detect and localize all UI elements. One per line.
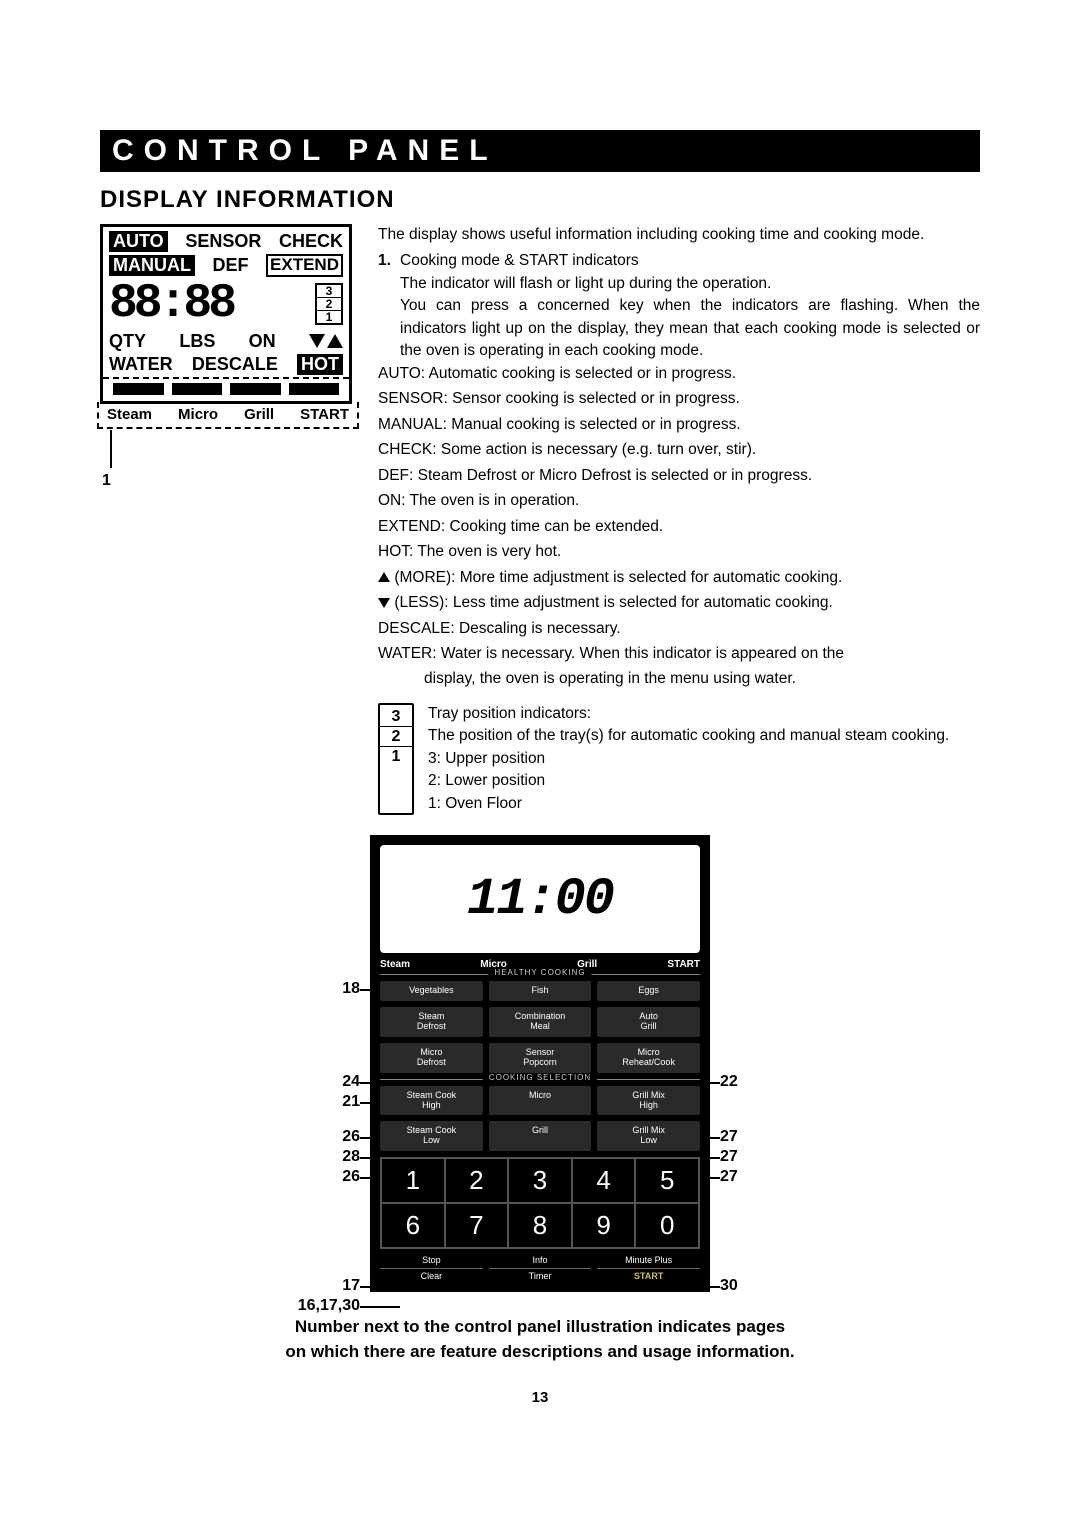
keypad-key: 6 — [381, 1203, 445, 1248]
less-icon — [309, 334, 325, 348]
page-ref-callout: 30 — [720, 1277, 738, 1295]
panel-button: MicroDefrost — [380, 1043, 483, 1073]
keypad-key: 8 — [508, 1203, 572, 1248]
section-heading: DISPLAY INFORMATION — [100, 186, 980, 214]
page-ref-callout: 27 — [720, 1128, 738, 1146]
panel-button: Fish — [489, 981, 592, 1001]
page-ref-callout: 27 — [720, 1148, 738, 1166]
page-number: 13 — [100, 1389, 980, 1406]
keypad-key: 5 — [635, 1158, 699, 1203]
page-title-bar: CONTROL PANEL — [100, 130, 980, 172]
indicator-qty: QTY — [109, 331, 146, 352]
page-ref-callout: 22 — [720, 1073, 738, 1091]
indicator-def: DEF — [213, 255, 249, 276]
footer-button: StopClear — [380, 1255, 483, 1282]
indicator-on: ON — [249, 331, 276, 352]
page-ref-callout: 26 — [220, 1128, 360, 1146]
keypad-key: 9 — [572, 1203, 636, 1248]
footer-button: InfoTimer — [489, 1255, 592, 1282]
lcd-display-box: AUTO SENSOR CHECK MANUAL DEF EXTEND 88:8… — [100, 224, 352, 404]
less-triangle-icon — [378, 598, 390, 608]
panel-button: AutoGrill — [597, 1007, 700, 1037]
panel-button: Grill — [489, 1121, 592, 1151]
panel-button: Eggs — [597, 981, 700, 1001]
mode-labels-row: Steam Micro Grill START — [97, 402, 359, 429]
page-ref-callout: 21 — [220, 1093, 360, 1111]
more-triangle-icon — [378, 572, 390, 582]
callout-number-1: 1 — [102, 472, 111, 490]
indicator-lbs: LBS — [179, 331, 215, 352]
page-ref-callout: 24 — [220, 1073, 360, 1091]
control-panel-illustration: 1824212628261716,17,30 2227272730 11:00 … — [220, 835, 860, 1292]
panel-button: SensorPopcorn — [489, 1043, 592, 1073]
keypad-key: 4 — [572, 1158, 636, 1203]
more-icon — [327, 334, 343, 348]
panel-button: CombinationMeal — [489, 1007, 592, 1037]
digit-readout: 88:88 — [109, 277, 233, 331]
keypad-key: 7 — [445, 1203, 509, 1248]
page-ref-callout: 27 — [720, 1168, 738, 1186]
indicator-auto: AUTO — [109, 231, 168, 252]
page-ref-callout: 26 — [220, 1168, 360, 1186]
keypad-key: 3 — [508, 1158, 572, 1203]
footer-button: Minute PlusSTART — [597, 1255, 700, 1282]
keypad-key: 1 — [381, 1158, 445, 1203]
panel-button: Micro — [489, 1086, 592, 1116]
panel-button: Steam CookHigh — [380, 1086, 483, 1116]
indicator-manual: MANUAL — [109, 255, 195, 276]
tray-mini-icon: 3 2 1 — [315, 283, 343, 325]
indicator-water: WATER — [109, 354, 173, 375]
keypad-key: 0 — [635, 1203, 699, 1248]
page-ref-callout: 28 — [220, 1148, 360, 1166]
display-illustration-column: AUTO SENSOR CHECK MANUAL DEF EXTEND 88:8… — [100, 224, 356, 815]
indicator-descale: DESCALE — [192, 354, 278, 375]
tray-position-icon: 3 2 1 — [378, 703, 414, 815]
indicator-sensor: SENSOR — [185, 231, 261, 252]
indicator-check: CHECK — [279, 231, 343, 252]
page-ref-callout: 16,17,30 — [220, 1297, 360, 1315]
panel-button: Grill MixLow — [597, 1121, 700, 1151]
page-ref-callout: 18 — [220, 980, 360, 998]
intro-text: The display shows useful information inc… — [378, 224, 980, 246]
page-ref-callout: 17 — [220, 1277, 360, 1295]
lcd-time: 11:00 — [380, 845, 700, 953]
caption-text: Number next to the control panel illustr… — [100, 1314, 980, 1365]
panel-button: SteamDefrost — [380, 1007, 483, 1037]
indicator-hot: HOT — [297, 354, 343, 375]
description-column: The display shows useful information inc… — [378, 224, 980, 815]
indicator-extend: EXTEND — [266, 254, 343, 277]
keypad-key: 2 — [445, 1158, 509, 1203]
panel-button: Vegetables — [380, 981, 483, 1001]
control-panel-face: 11:00 Steam Micro Grill START HEALTHY CO… — [370, 835, 710, 1292]
panel-button: Grill MixHigh — [597, 1086, 700, 1116]
panel-button: Steam CookLow — [380, 1121, 483, 1151]
panel-button: MicroReheat/Cook — [597, 1043, 700, 1073]
